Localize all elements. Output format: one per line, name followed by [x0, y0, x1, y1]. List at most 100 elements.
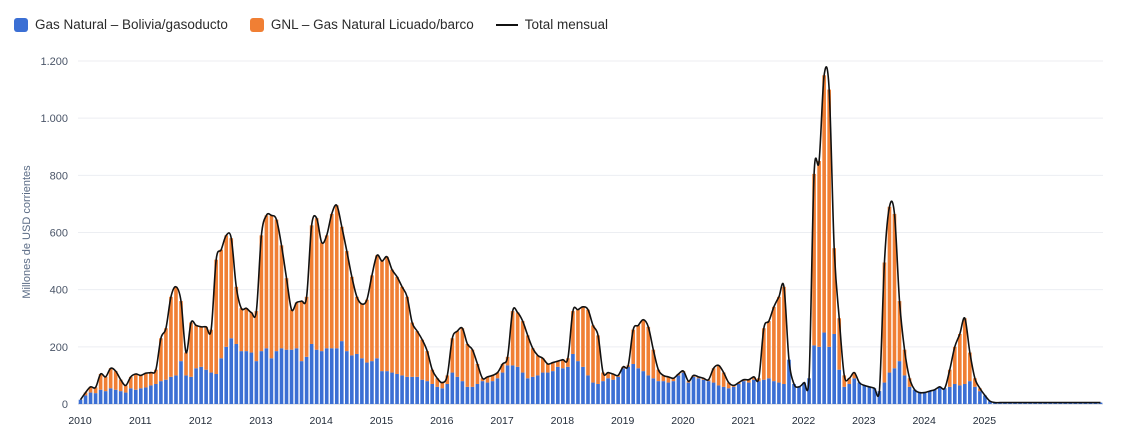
bar-pipeline[interactable]	[767, 378, 771, 404]
bar-lng[interactable]	[510, 311, 515, 366]
bar-lng[interactable]	[400, 286, 404, 376]
bar-pipeline[interactable]	[596, 383, 600, 404]
bar-pipeline[interactable]	[641, 371, 646, 404]
bar-lng[interactable]	[128, 376, 133, 389]
bar-pipeline[interactable]	[113, 389, 118, 404]
bar-pipeline[interactable]	[807, 378, 811, 404]
bar-pipeline[interactable]	[189, 376, 193, 404]
bar-lng[interactable]	[505, 356, 510, 366]
bar-pipeline[interactable]	[772, 381, 776, 404]
bar-pipeline[interactable]	[947, 386, 952, 404]
bar-pipeline[interactable]	[279, 348, 284, 404]
bar-pipeline[interactable]	[385, 371, 389, 404]
bar-pipeline[interactable]	[792, 383, 796, 404]
bar-lng[interactable]	[947, 369, 952, 387]
bar-lng[interactable]	[777, 296, 781, 383]
legend-item-total[interactable]: Total mensual	[495, 17, 608, 32]
bar-pipeline[interactable]	[355, 353, 359, 404]
bar-pipeline[interactable]	[721, 386, 726, 404]
bar-pipeline[interactable]	[274, 351, 279, 404]
bar-lng[interactable]	[907, 378, 912, 387]
bar-pipeline[interactable]	[681, 372, 686, 404]
bar-pipeline[interactable]	[209, 372, 213, 404]
bar-lng[interactable]	[234, 286, 239, 344]
bar-pipeline[interactable]	[204, 369, 208, 404]
bar-lng[interactable]	[576, 309, 580, 362]
bar-lng[interactable]	[882, 262, 887, 383]
bar-pipeline[interactable]	[656, 381, 661, 404]
bar-pipeline[interactable]	[797, 386, 801, 404]
bar-lng[interactable]	[520, 321, 525, 373]
bar-pipeline[interactable]	[983, 395, 987, 404]
bar-lng[interactable]	[274, 219, 279, 352]
bar-pipeline[interactable]	[832, 333, 836, 404]
bar-lng[interactable]	[968, 352, 972, 382]
bar-lng[interactable]	[365, 299, 369, 363]
bar-pipeline[interactable]	[576, 361, 580, 404]
bar-pipeline[interactable]	[787, 359, 791, 404]
bar-pipeline[interactable]	[149, 385, 153, 404]
bar-pipeline[interactable]	[671, 381, 676, 404]
bar-pipeline[interactable]	[269, 358, 274, 404]
bar-lng[interactable]	[430, 369, 435, 384]
bar-lng[interactable]	[138, 375, 143, 389]
bar-pipeline[interactable]	[164, 379, 168, 404]
bar-lng[interactable]	[314, 218, 319, 350]
bar-pipeline[interactable]	[470, 386, 475, 404]
bar-lng[interactable]	[339, 226, 344, 342]
bar-lng[interactable]	[189, 322, 193, 377]
bar-lng[interactable]	[641, 319, 646, 372]
bar-pipeline[interactable]	[897, 361, 902, 404]
bar-lng[interactable]	[420, 339, 424, 380]
bar-pipeline[interactable]	[586, 375, 590, 404]
bar-pipeline[interactable]	[289, 349, 294, 404]
bar-lng[interactable]	[852, 372, 857, 379]
bar-lng[interactable]	[897, 301, 902, 362]
bar-lng[interactable]	[304, 296, 309, 357]
bar-lng[interactable]	[772, 306, 776, 382]
bar-pipeline[interactable]	[435, 386, 440, 404]
bar-pipeline[interactable]	[194, 368, 198, 404]
bar-pipeline[interactable]	[922, 392, 927, 404]
bar-lng[interactable]	[144, 373, 148, 388]
bar-lng[interactable]	[636, 325, 641, 369]
bar-lng[interactable]	[480, 378, 485, 382]
bar-lng[interactable]	[556, 361, 560, 367]
bar-pipeline[interactable]	[877, 391, 882, 404]
bar-lng[interactable]	[405, 296, 409, 377]
bar-lng[interactable]	[214, 259, 218, 374]
bar-pipeline[interactable]	[847, 383, 852, 404]
bar-lng[interactable]	[952, 346, 957, 384]
bar-pipeline[interactable]	[299, 361, 304, 404]
bar-lng[interactable]	[83, 392, 88, 396]
bar-lng[interactable]	[591, 325, 595, 383]
bar-lng[interactable]	[721, 372, 726, 387]
bar-pipeline[interactable]	[852, 378, 857, 404]
bar-lng[interactable]	[963, 318, 967, 384]
bar-lng[interactable]	[103, 376, 108, 392]
bar-pipeline[interactable]	[917, 392, 922, 404]
bar-pipeline[interactable]	[762, 379, 766, 404]
bar-pipeline[interactable]	[339, 341, 344, 404]
bar-pipeline[interactable]	[179, 361, 183, 404]
bar-pipeline[interactable]	[731, 386, 736, 404]
bar-lng[interactable]	[319, 242, 324, 352]
bar-lng[interactable]	[410, 322, 414, 377]
bar-pipeline[interactable]	[867, 386, 872, 404]
bar-pipeline[interactable]	[234, 343, 239, 404]
bar-pipeline[interactable]	[988, 401, 992, 404]
bar-pipeline[interactable]	[314, 349, 319, 404]
bar-lng[interactable]	[822, 75, 826, 333]
bar-pipeline[interactable]	[626, 366, 630, 404]
bar-pipeline[interactable]	[365, 362, 369, 404]
bar-pipeline[interactable]	[817, 346, 821, 404]
bar-lng[interactable]	[957, 333, 962, 386]
bar-pipeline[interactable]	[420, 379, 424, 404]
bar-lng[interactable]	[415, 331, 419, 377]
bar-lng[interactable]	[289, 309, 294, 350]
bar-pipeline[interactable]	[535, 375, 540, 404]
bar-pipeline[interactable]	[892, 368, 897, 404]
bar-lng[interactable]	[726, 382, 731, 389]
bar-lng[interactable]	[93, 387, 98, 394]
bar-pipeline[interactable]	[98, 389, 103, 404]
